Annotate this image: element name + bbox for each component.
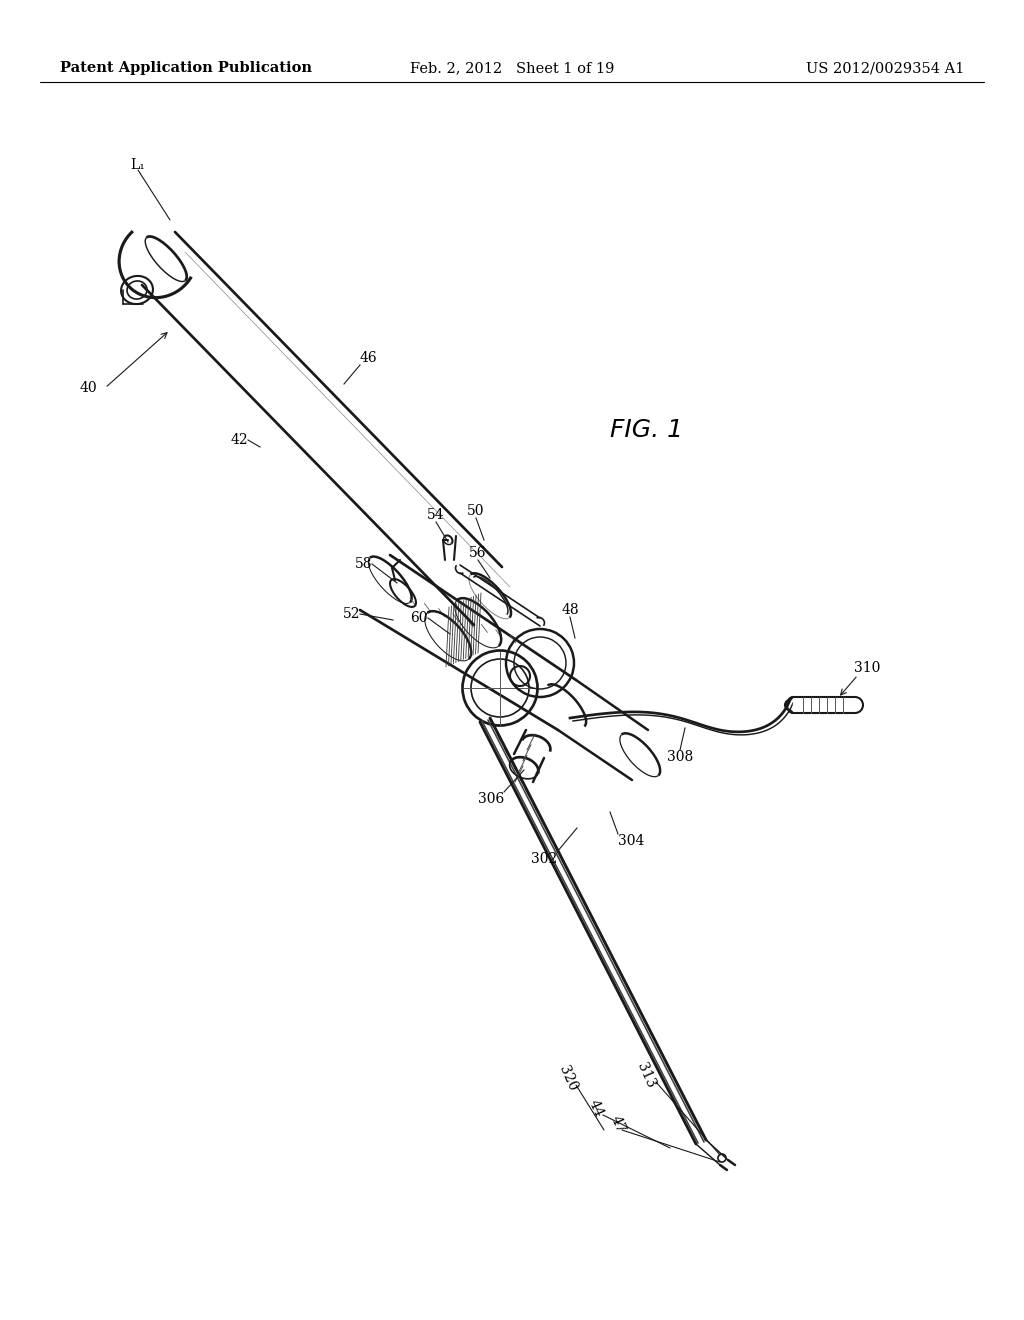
Text: 50: 50 bbox=[467, 504, 484, 517]
Polygon shape bbox=[360, 554, 575, 730]
Text: Feb. 2, 2012   Sheet 1 of 19: Feb. 2, 2012 Sheet 1 of 19 bbox=[410, 61, 614, 75]
Polygon shape bbox=[558, 680, 648, 780]
Text: 52: 52 bbox=[342, 607, 360, 620]
Text: 313: 313 bbox=[634, 1060, 657, 1090]
Text: 320: 320 bbox=[556, 1063, 580, 1093]
Text: 42: 42 bbox=[230, 433, 248, 447]
Text: 47: 47 bbox=[608, 1113, 628, 1135]
Text: 304: 304 bbox=[618, 834, 644, 847]
Polygon shape bbox=[793, 697, 855, 713]
Text: 302: 302 bbox=[530, 851, 557, 866]
Text: 58: 58 bbox=[354, 557, 372, 572]
Text: 306: 306 bbox=[478, 792, 504, 807]
Text: 56: 56 bbox=[469, 546, 486, 560]
Text: US 2012/0029354 A1: US 2012/0029354 A1 bbox=[806, 61, 964, 75]
Text: 60: 60 bbox=[411, 611, 428, 624]
Text: 310: 310 bbox=[854, 661, 881, 675]
Text: 48: 48 bbox=[561, 603, 579, 616]
Text: 46: 46 bbox=[360, 351, 378, 366]
Polygon shape bbox=[142, 232, 502, 624]
Text: 308: 308 bbox=[667, 750, 693, 764]
Text: FIG. 1: FIG. 1 bbox=[610, 418, 683, 442]
Text: Patent Application Publication: Patent Application Publication bbox=[60, 61, 312, 75]
Text: 40: 40 bbox=[80, 381, 97, 395]
Text: 44: 44 bbox=[586, 1097, 606, 1119]
Text: L₁: L₁ bbox=[130, 158, 144, 172]
Text: 54: 54 bbox=[427, 508, 444, 521]
